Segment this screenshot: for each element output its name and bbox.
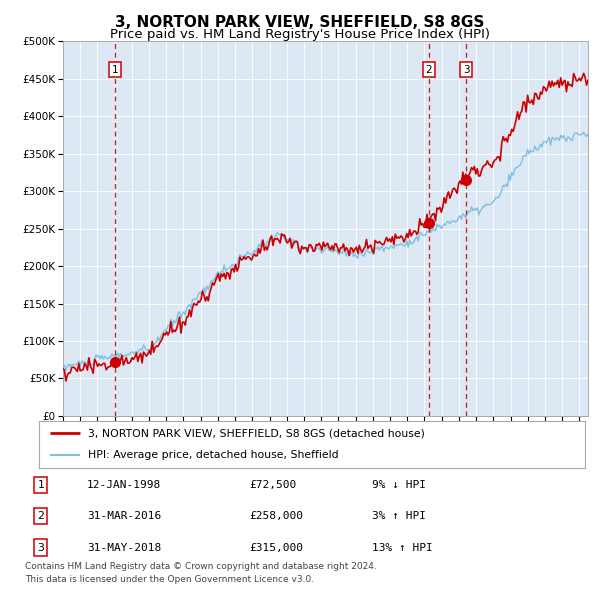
Text: £72,500: £72,500 [249, 480, 296, 490]
Text: 3, NORTON PARK VIEW, SHEFFIELD, S8 8GS: 3, NORTON PARK VIEW, SHEFFIELD, S8 8GS [115, 15, 485, 30]
Text: 3, NORTON PARK VIEW, SHEFFIELD, S8 8GS (detached house): 3, NORTON PARK VIEW, SHEFFIELD, S8 8GS (… [88, 428, 425, 438]
Text: Contains HM Land Registry data © Crown copyright and database right 2024.: Contains HM Land Registry data © Crown c… [25, 562, 377, 571]
Text: 3: 3 [463, 65, 469, 75]
Text: 2: 2 [425, 65, 432, 75]
Text: HPI: Average price, detached house, Sheffield: HPI: Average price, detached house, Shef… [88, 450, 339, 460]
Text: 2: 2 [37, 512, 44, 521]
Text: 12-JAN-1998: 12-JAN-1998 [87, 480, 161, 490]
Text: Price paid vs. HM Land Registry's House Price Index (HPI): Price paid vs. HM Land Registry's House … [110, 28, 490, 41]
Text: £258,000: £258,000 [249, 512, 303, 521]
Text: 9% ↓ HPI: 9% ↓ HPI [372, 480, 426, 490]
Text: 3% ↑ HPI: 3% ↑ HPI [372, 512, 426, 521]
Text: 1: 1 [37, 480, 44, 490]
Text: 13% ↑ HPI: 13% ↑ HPI [372, 543, 433, 552]
Text: 31-MAR-2016: 31-MAR-2016 [87, 512, 161, 521]
Text: This data is licensed under the Open Government Licence v3.0.: This data is licensed under the Open Gov… [25, 575, 314, 584]
Text: 3: 3 [37, 543, 44, 552]
Text: 1: 1 [112, 65, 119, 75]
Text: 31-MAY-2018: 31-MAY-2018 [87, 543, 161, 552]
Text: £315,000: £315,000 [249, 543, 303, 552]
